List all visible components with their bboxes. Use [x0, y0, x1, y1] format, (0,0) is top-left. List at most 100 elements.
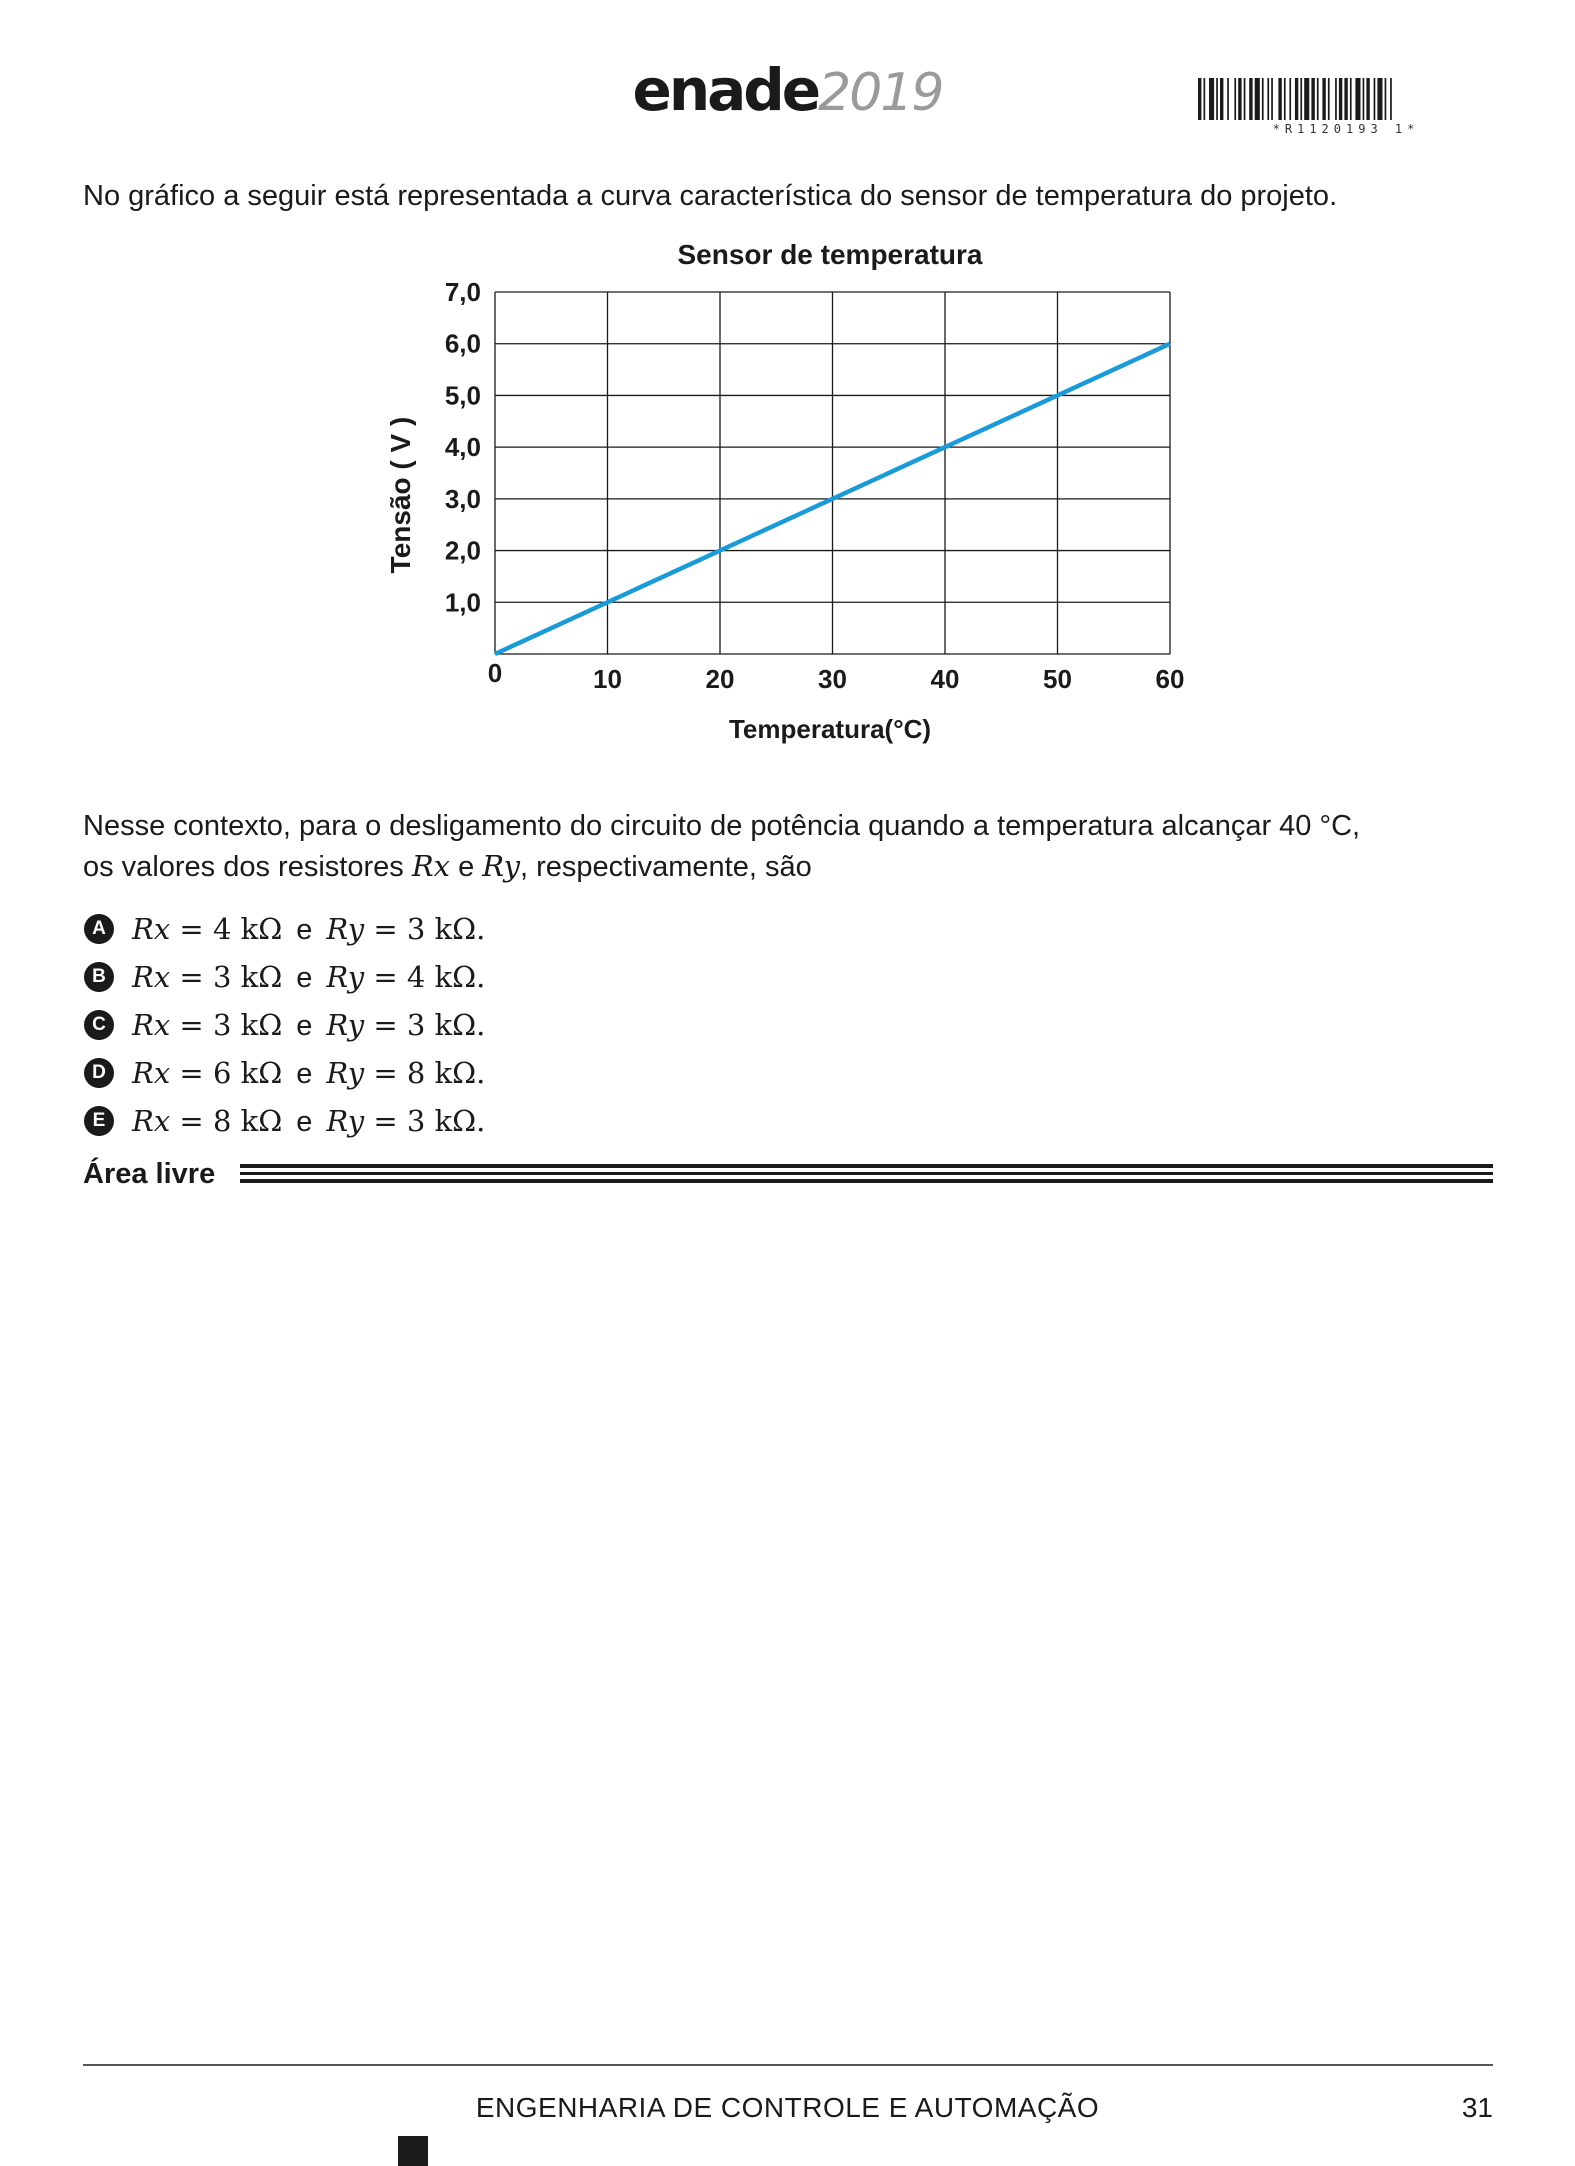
unit: kΩ — [231, 911, 283, 946]
ry-value: 3 — [406, 911, 426, 946]
option-e: E Rx = 8 kΩ e Ry = 3 kΩ. — [84, 1101, 485, 1141]
barcode-bar — [1344, 78, 1348, 120]
barcode-bar — [1362, 78, 1365, 120]
var-ry: Ry — [482, 849, 520, 883]
unit: kΩ — [231, 959, 283, 994]
y-tick-label: 2,0 — [445, 536, 481, 566]
area-livre-label: Área livre — [83, 1158, 216, 1190]
equals: = — [170, 1055, 213, 1090]
unit: kΩ — [425, 959, 477, 994]
context-line-1: Nesse contexto, para o desligamento do c… — [83, 810, 1361, 842]
unit: kΩ — [425, 911, 477, 946]
temperature-sensor-chart: Sensor de temperatura 0 10 20 30 40 50 60 1,0 2… — [385, 240, 1185, 744]
barcode-bar — [1278, 78, 1282, 120]
x-tick-labels: 0 10 20 30 40 50 60 — [488, 658, 1185, 694]
var-rx: Rx — [411, 849, 451, 883]
area-livre-rule-top — [240, 1164, 1493, 1168]
x-tick-label: 60 — [1156, 664, 1185, 694]
ry-value: 3 — [406, 1103, 426, 1138]
option-expression: Rx = 3 kΩ e Ry = 4 kΩ. — [132, 960, 485, 995]
equals: = — [364, 911, 407, 946]
logo-year: 2019 — [818, 63, 944, 123]
x-axis-label: Temperatura(°C) — [729, 714, 931, 744]
option-a: A Rx = 4 kΩ e Ry = 3 kΩ. — [84, 909, 485, 949]
barcode-bar — [1203, 78, 1206, 120]
y-tick-label: 1,0 — [445, 587, 481, 617]
option-expression: Rx = 3 kΩ e Ry = 3 kΩ. — [132, 1008, 485, 1043]
y-tick-labels: 1,0 2,0 3,0 4,0 5,0 6,0 7,0 — [445, 277, 481, 617]
y-tick-label: 3,0 — [445, 484, 481, 514]
period: . — [476, 959, 486, 994]
period: . — [476, 1055, 486, 1090]
equals: = — [170, 1007, 213, 1042]
chart-grid — [494, 291, 1171, 655]
rx-value: 6 — [212, 1055, 232, 1090]
unit: kΩ — [425, 1103, 477, 1138]
period: . — [476, 1103, 486, 1138]
barcode-bar — [1198, 78, 1202, 120]
option-expression: Rx = 4 kΩ e Ry = 3 kΩ. — [132, 912, 485, 947]
equals: = — [170, 911, 213, 946]
rx-symbol: Rx — [132, 1055, 171, 1090]
period: . — [476, 911, 486, 946]
and-word: e — [296, 1009, 313, 1042]
ry-symbol: Ry — [326, 959, 365, 994]
ry-value: 3 — [406, 1007, 426, 1042]
period: . — [476, 1007, 486, 1042]
intro-text: No gráfico a seguir está representada a … — [83, 180, 1338, 212]
barcode-bar — [1304, 78, 1310, 120]
barcode-bar — [1384, 78, 1387, 120]
barcode-bar — [1327, 78, 1330, 120]
barcode-bar — [1366, 78, 1370, 120]
barcode-bar — [1311, 78, 1315, 120]
ry-symbol: Ry — [326, 1007, 365, 1042]
equals: = — [170, 1103, 213, 1138]
y-tick-label: 6,0 — [445, 329, 481, 359]
equals: = — [364, 1055, 407, 1090]
barcode-bar — [1390, 78, 1392, 120]
x-tick-label: 20 — [706, 664, 735, 694]
x-tick-label: 0 — [488, 658, 502, 688]
rx-value: 3 — [212, 959, 232, 994]
and-word: e — [296, 1105, 313, 1138]
y-axis-label: Tensão ( V ) — [385, 417, 416, 574]
barcode — [1198, 78, 1392, 120]
rx-value: 3 — [212, 1007, 232, 1042]
equals: = — [364, 1103, 407, 1138]
option-letter-badge: D — [84, 1058, 114, 1088]
barcode-bar — [1243, 78, 1246, 120]
option-expression: Rx = 8 kΩ e Ry = 3 kΩ. — [132, 1104, 485, 1139]
unit: kΩ — [231, 1103, 283, 1138]
equals: = — [364, 959, 407, 994]
context-line-2: os valores dos resistores Rx e Ry, respe… — [83, 846, 1493, 887]
equals: = — [364, 1007, 407, 1042]
barcode-bar — [1271, 78, 1273, 120]
barcode-bar — [1300, 78, 1303, 120]
area-livre-rule-bottom — [240, 1179, 1493, 1183]
ry-value: 4 — [406, 959, 426, 994]
x-tick-label: 30 — [818, 664, 847, 694]
chart-title: Sensor de temperatura — [678, 240, 983, 270]
and-word: e — [296, 913, 313, 946]
barcode-bar — [1220, 78, 1224, 120]
barcode-bar — [1249, 78, 1253, 120]
barcode-bar — [1289, 78, 1292, 120]
barcode-bar — [1267, 78, 1270, 120]
context-conj: e — [450, 851, 483, 883]
barcode-bar — [1316, 78, 1319, 120]
option-letter-badge: B — [84, 962, 114, 992]
context-line-2-post: , respectivamente, são — [519, 851, 812, 883]
enade-logo: enade2019 — [0, 56, 1575, 124]
and-word: e — [296, 961, 313, 994]
ry-value: 8 — [406, 1055, 426, 1090]
option-letter-badge: E — [84, 1106, 114, 1136]
barcode-bar — [1355, 78, 1361, 120]
unit: kΩ — [425, 1055, 477, 1090]
x-tick-label: 50 — [1043, 664, 1072, 694]
rx-symbol: Rx — [132, 959, 171, 994]
barcode-bar — [1234, 78, 1237, 120]
rx-symbol: Rx — [132, 911, 171, 946]
unit: kΩ — [425, 1007, 477, 1042]
option-letter-badge: A — [84, 914, 114, 944]
rx-symbol: Rx — [132, 1103, 171, 1138]
